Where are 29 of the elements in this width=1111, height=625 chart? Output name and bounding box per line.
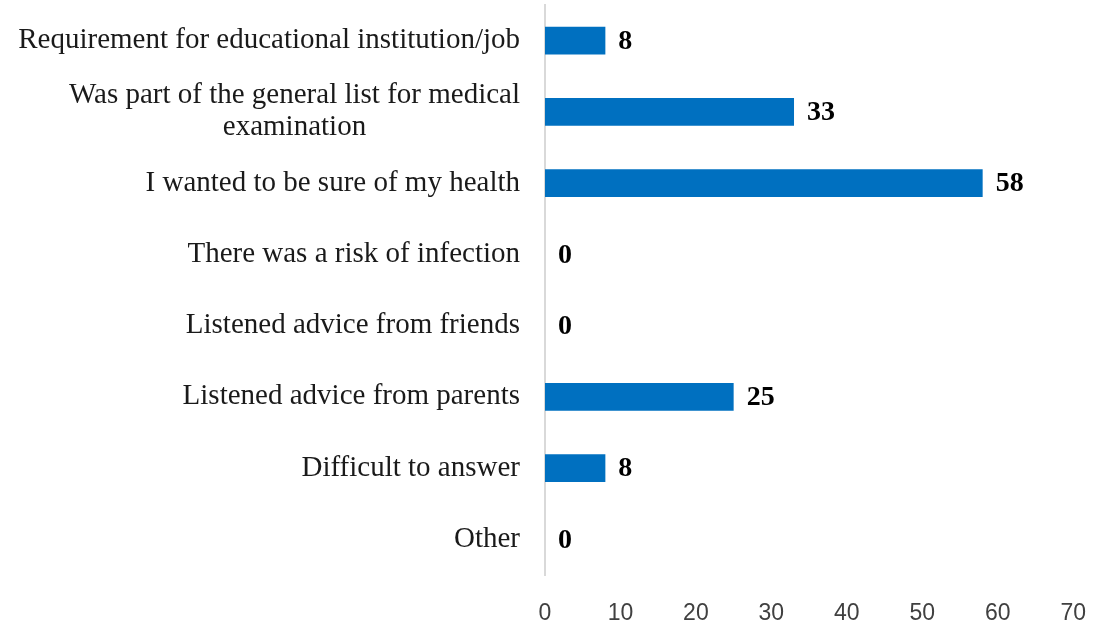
data-label: 0 bbox=[558, 522, 572, 554]
y-tick-label: I wanted to be sure of my health bbox=[145, 164, 521, 197]
data-label: 0 bbox=[558, 237, 572, 269]
bar bbox=[545, 169, 983, 198]
bar bbox=[545, 97, 795, 126]
y-tick-label: Requirement for educational institution/job bbox=[18, 22, 521, 55]
y-tick-label: Difficult to answer bbox=[301, 449, 521, 482]
x-tick-label: 50 bbox=[909, 599, 936, 625]
x-tick-label: 30 bbox=[758, 599, 785, 625]
y-tick-label: Listened advice from parents bbox=[182, 378, 521, 411]
x-tick-label: 60 bbox=[984, 599, 1011, 625]
y-tick-label: Was part of the general list for medical examination bbox=[68, 77, 520, 142]
bar bbox=[545, 26, 606, 55]
data-label: 8 bbox=[618, 23, 633, 55]
x-tick-label: 40 bbox=[834, 599, 860, 625]
bar bbox=[545, 454, 606, 483]
bar bbox=[545, 382, 734, 411]
x-tick-label: 70 bbox=[1060, 599, 1087, 625]
data-label: 8 bbox=[618, 451, 633, 483]
data-label: 33 bbox=[807, 95, 836, 127]
x-tick-label: 20 bbox=[683, 599, 709, 625]
data-label: 58 bbox=[995, 166, 1024, 198]
y-tick-label: Listened advice from friends bbox=[185, 307, 520, 340]
y-tick-label: There was a risk of infection bbox=[187, 235, 521, 268]
x-tick-label: 0 bbox=[538, 599, 552, 625]
y-tick-label: Other bbox=[453, 520, 521, 553]
x-tick-label: 10 bbox=[607, 599, 634, 625]
data-label: 0 bbox=[558, 308, 572, 340]
data-label: 25 bbox=[746, 380, 775, 412]
